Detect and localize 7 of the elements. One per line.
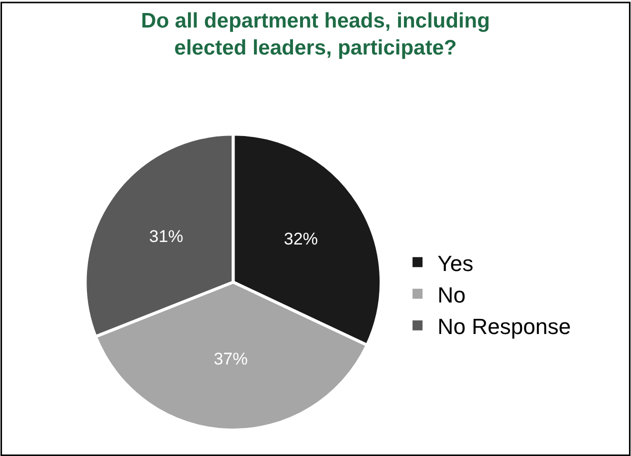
data-label: 31%	[149, 227, 184, 246]
legend-label: No	[438, 282, 466, 308]
data-label: 37%	[214, 350, 248, 369]
legend-label: No Response	[438, 314, 571, 339]
data-label: 32%	[284, 230, 318, 249]
legend-label: Yes	[438, 250, 474, 276]
chart-title: Do all department heads, including elected leaders, participate?	[141, 9, 490, 60]
